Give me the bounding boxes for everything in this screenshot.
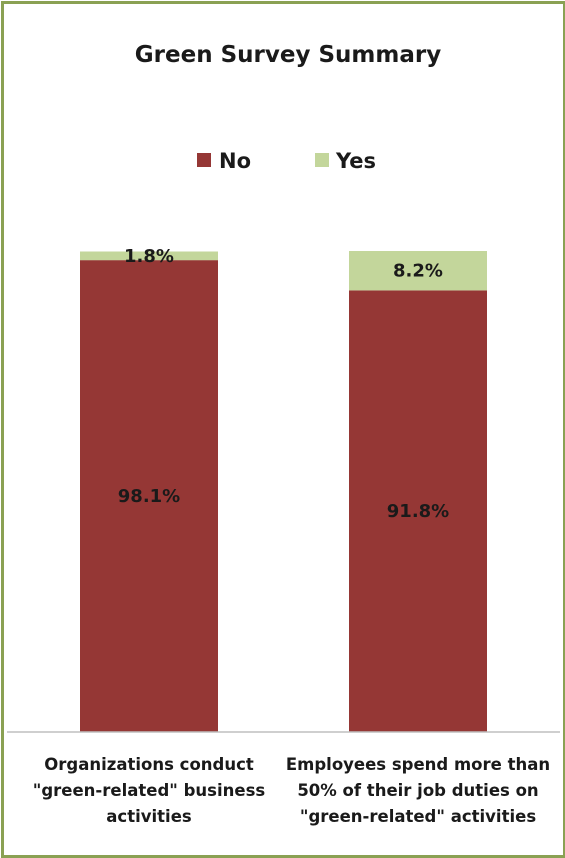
- data-label-yes-1: 1.8%: [124, 246, 174, 267]
- legend-swatch-yes: [315, 153, 329, 167]
- category-label-1-line-1: Organizations conduct: [44, 755, 254, 774]
- category-label-1-line-2: "green-related" business: [33, 781, 266, 800]
- category-label-1-line-3: activities: [106, 807, 192, 826]
- category-label-2-line-1: Employees spend more than: [286, 755, 550, 774]
- category-label-2-line-3: "green-related" activities: [300, 807, 536, 826]
- legend-label-yes: Yes: [335, 149, 376, 173]
- bars: 98.1% 1.8% 91.8% 8.2%: [80, 246, 487, 732]
- bar-no-1: [80, 260, 218, 732]
- category-label-2-line-2: 50% of their job duties on: [297, 781, 538, 800]
- bar-no-2: [349, 290, 487, 732]
- bar-yes-2: [349, 251, 487, 291]
- legend: No Yes: [197, 149, 376, 173]
- category-labels: Organizations conduct "green-related" bus…: [33, 755, 550, 826]
- data-label-yes-2: 8.2%: [393, 261, 443, 282]
- data-label-no-1: 98.1%: [118, 486, 180, 507]
- chart-title: Green Survey Summary: [135, 42, 441, 68]
- data-label-no-2: 91.8%: [387, 501, 449, 522]
- bar-yes-1: [80, 251, 218, 261]
- legend-swatch-no: [197, 153, 211, 167]
- legend-label-no: No: [219, 149, 251, 173]
